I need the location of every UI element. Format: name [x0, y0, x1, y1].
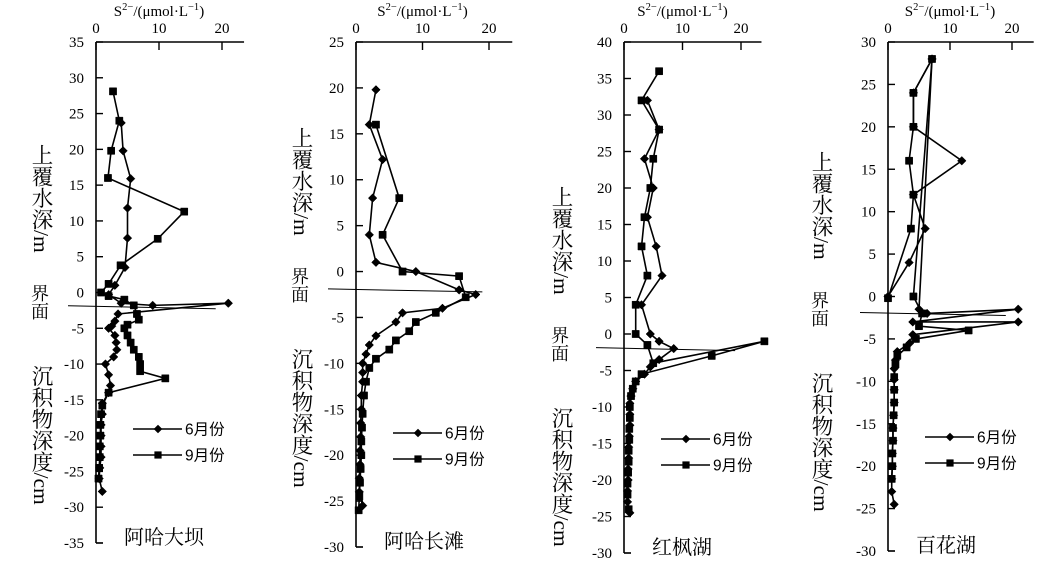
svg-text:-15: -15	[324, 402, 344, 418]
svg-text:15: 15	[597, 218, 612, 234]
svg-text:-5: -5	[864, 332, 877, 348]
svg-text:0: 0	[77, 286, 85, 302]
svg-text:-25: -25	[592, 510, 612, 526]
svg-text:-35: -35	[64, 536, 84, 552]
svg-text:9月份: 9月份	[185, 446, 225, 464]
svg-text:-5: -5	[600, 364, 613, 380]
svg-text:-10: -10	[592, 400, 612, 416]
svg-text:10: 10	[329, 173, 344, 189]
svg-text:15: 15	[861, 162, 876, 178]
svg-text:-30: -30	[324, 540, 344, 556]
svg-text:-20: -20	[324, 448, 344, 464]
svg-text:20: 20	[69, 142, 84, 158]
svg-text:-20: -20	[64, 429, 84, 445]
svg-text:-20: -20	[856, 459, 876, 475]
svg-text:9月份: 9月份	[445, 451, 485, 469]
svg-text:-10: -10	[856, 374, 876, 390]
svg-text:20: 20	[482, 21, 497, 37]
svg-text:0: 0	[605, 327, 613, 343]
svg-text:25: 25	[69, 107, 84, 123]
svg-text:10: 10	[861, 205, 876, 221]
svg-text:6月份: 6月份	[713, 431, 753, 449]
svg-text:-30: -30	[856, 544, 876, 560]
svg-text:-20: -20	[592, 473, 612, 489]
svg-text:10: 10	[152, 21, 167, 37]
svg-text:-25: -25	[324, 494, 344, 510]
svg-text:5: 5	[77, 250, 85, 266]
svg-text:-25: -25	[856, 502, 876, 518]
svg-text:-30: -30	[592, 546, 612, 562]
svg-text:-15: -15	[856, 417, 876, 433]
svg-text:9月份: 9月份	[713, 457, 753, 475]
svg-text:-15: -15	[64, 393, 84, 409]
svg-text:20: 20	[329, 81, 344, 97]
svg-text:25: 25	[597, 145, 612, 161]
svg-text:40: 40	[597, 35, 612, 51]
svg-text:6月份: 6月份	[977, 429, 1017, 447]
svg-text:30: 30	[597, 108, 612, 124]
svg-text:15: 15	[69, 178, 84, 194]
svg-text:-5: -5	[72, 321, 85, 337]
svg-text:0: 0	[352, 21, 360, 37]
svg-text:20: 20	[215, 21, 230, 37]
svg-text:-10: -10	[324, 356, 344, 372]
svg-text:20: 20	[1005, 21, 1020, 37]
svg-text:20: 20	[861, 120, 876, 136]
svg-text:0: 0	[869, 290, 877, 306]
svg-text:-15: -15	[592, 437, 612, 453]
svg-text:10: 10	[943, 21, 958, 37]
svg-text:9月份: 9月份	[977, 455, 1017, 473]
svg-text:0: 0	[337, 265, 345, 281]
svg-text:6月份: 6月份	[185, 420, 225, 438]
svg-text:20: 20	[734, 21, 749, 37]
svg-text:10: 10	[597, 254, 612, 270]
svg-text:0: 0	[884, 21, 892, 37]
svg-text:-30: -30	[64, 500, 84, 516]
svg-text:25: 25	[861, 77, 876, 93]
svg-text:30: 30	[69, 71, 84, 87]
svg-text:20: 20	[597, 181, 612, 197]
svg-text:0: 0	[620, 21, 628, 37]
svg-text:10: 10	[69, 214, 84, 230]
svg-text:-10: -10	[64, 357, 84, 373]
svg-text:6月份: 6月份	[445, 425, 485, 443]
svg-text:5: 5	[869, 247, 877, 263]
svg-text:5: 5	[337, 219, 345, 235]
svg-text:10: 10	[415, 21, 430, 37]
svg-text:5: 5	[605, 291, 613, 307]
svg-text:35: 35	[69, 35, 84, 51]
svg-text:0: 0	[92, 21, 100, 37]
svg-text:-5: -5	[332, 310, 345, 326]
svg-text:15: 15	[329, 127, 344, 143]
svg-text:35: 35	[597, 72, 612, 88]
svg-text:30: 30	[861, 35, 876, 51]
svg-text:25: 25	[329, 35, 344, 51]
svg-text:-25: -25	[64, 464, 84, 480]
svg-text:10: 10	[675, 21, 690, 37]
